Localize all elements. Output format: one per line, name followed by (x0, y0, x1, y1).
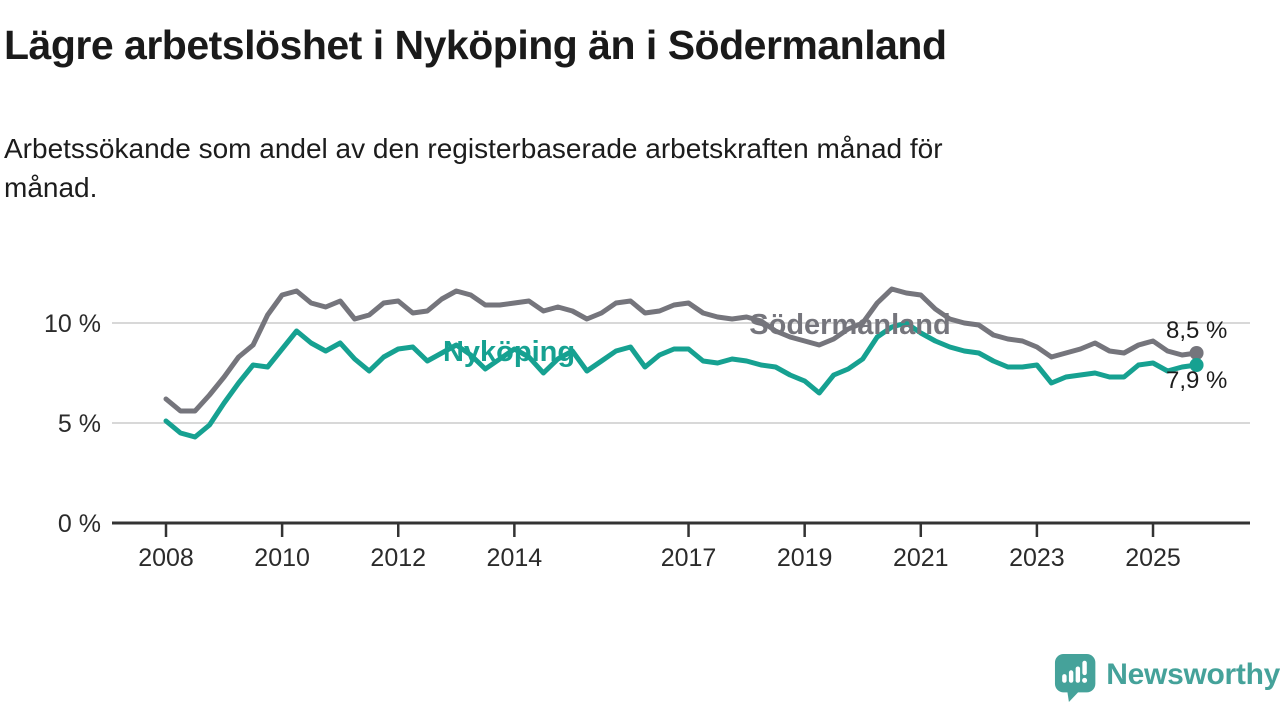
series-endpoint-dot-södermanland (1189, 346, 1204, 360)
x-tick-label: 2019 (777, 544, 833, 572)
newsworthy-logo-text: Newsworthy (1106, 658, 1280, 691)
exclamation-dot (1082, 677, 1088, 683)
y-tick-label: 0 % (58, 510, 101, 538)
newsworthy-logo-icon (1054, 653, 1096, 703)
x-tick-label: 2008 (138, 544, 194, 572)
page-subtitle: Arbetssökande som andel av den registerb… (4, 129, 1224, 207)
bar-chart-glyph (1062, 660, 1088, 683)
unemployment-line-chart: 10 % 5 % 0 % 2008 2010 2012 2014 2017 2019 2021 20… (44, 286, 1250, 572)
x-tick-label: 2014 (487, 544, 543, 572)
page-subtitle-line-1: Arbetssökande som andel av den registerb… (4, 133, 943, 164)
x-tick-label: 2017 (661, 544, 717, 572)
series-line-nyköping (163, 320, 1200, 440)
y-tick-label: 5 % (58, 410, 101, 438)
x-tick-label: 2012 (370, 544, 426, 572)
exclamation-bar (1082, 660, 1087, 676)
speech-bubble-shape (1054, 653, 1096, 703)
y-tick-label: 10 % (44, 310, 101, 338)
x-tick-label: 2021 (893, 544, 949, 572)
page-title: Lägre arbetslöshet i Nyköping än i Söder… (4, 22, 947, 68)
end-value-label-nyköping: 7,9 % (1166, 367, 1227, 394)
series-label-södermanland: Södermanland (749, 309, 950, 341)
newsworthy-logo: Newsworthy (1054, 650, 1280, 706)
x-tick-label: 2010 (254, 544, 310, 572)
end-value-label-södermanland: 8,5 % (1166, 317, 1227, 344)
page-subtitle-line-2: månad. (4, 172, 98, 203)
x-tick-label: 2025 (1125, 544, 1181, 572)
series-line-södermanland (163, 286, 1200, 414)
series-label-nyköping: Nyköping (443, 336, 575, 368)
x-tick-label: 2023 (1009, 544, 1065, 572)
series-endpoint-dot-nyköping (1189, 358, 1204, 372)
